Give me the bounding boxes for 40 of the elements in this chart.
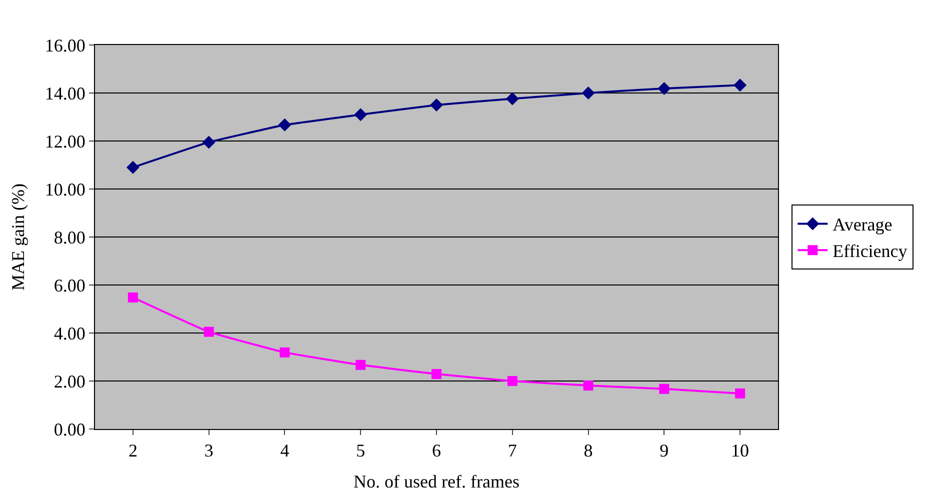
point [659, 384, 670, 394]
point [126, 160, 140, 174]
point [735, 388, 746, 398]
point [356, 360, 366, 370]
y-tick-label: 16.00 [44, 35, 86, 56]
y-axis-title: MAE gain (%) [8, 184, 28, 290]
legend-label: Efficiency [832, 241, 908, 262]
y-tick-label: 10.00 [44, 179, 86, 200]
x-tick-label: 3 [204, 440, 214, 461]
x-axis-title: No. of used ref. frames [354, 472, 520, 492]
point [507, 376, 518, 386]
x-tick-label: 4 [280, 440, 290, 461]
point [506, 92, 519, 106]
point [583, 380, 594, 391]
point [734, 78, 747, 92]
x-tick-label: 10 [731, 440, 750, 461]
y-tick-label: 14.00 [44, 83, 86, 104]
x-tick-label: 7 [508, 440, 517, 461]
point [658, 82, 671, 95]
point [354, 108, 368, 122]
y-tick-label: 4.00 [54, 323, 86, 344]
point [280, 347, 290, 358]
y-tick-label: 0.00 [54, 419, 86, 440]
x-tick-label: 5 [356, 440, 366, 461]
x-tick-label: 6 [432, 440, 441, 461]
x-tick-label: 8 [584, 440, 593, 461]
point [278, 118, 292, 132]
point [432, 369, 442, 380]
x-tick-label: 9 [660, 440, 669, 461]
point [202, 136, 216, 149]
x-tick-label: 2 [128, 440, 138, 461]
y-tick-label: 12.00 [44, 131, 86, 152]
point [204, 326, 214, 337]
point [128, 292, 138, 302]
y-tick-label: 6.00 [54, 275, 86, 296]
legend-label: Average [832, 214, 892, 235]
point [582, 86, 595, 100]
y-tick-label: 2.00 [54, 371, 86, 392]
point [430, 98, 443, 112]
y-tick-label: 8.00 [54, 227, 86, 248]
